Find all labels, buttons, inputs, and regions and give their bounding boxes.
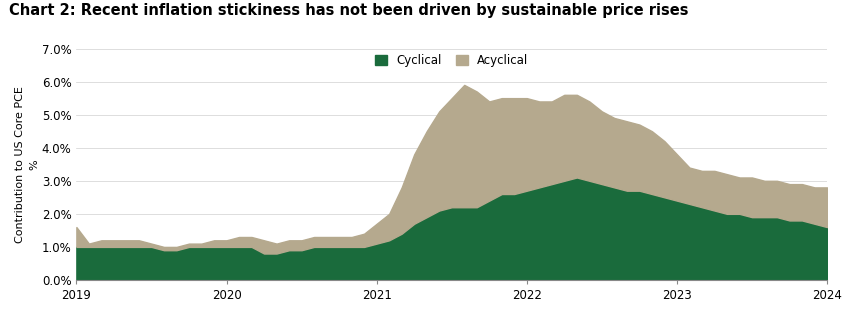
Text: Chart 2: Recent inflation stickiness has not been driven by sustainable price ri: Chart 2: Recent inflation stickiness has… <box>9 3 688 18</box>
Legend: Cyclical, Acyclical: Cyclical, Acyclical <box>375 55 529 68</box>
Y-axis label: Contribution to US Core PCE
%: Contribution to US Core PCE % <box>15 86 39 243</box>
